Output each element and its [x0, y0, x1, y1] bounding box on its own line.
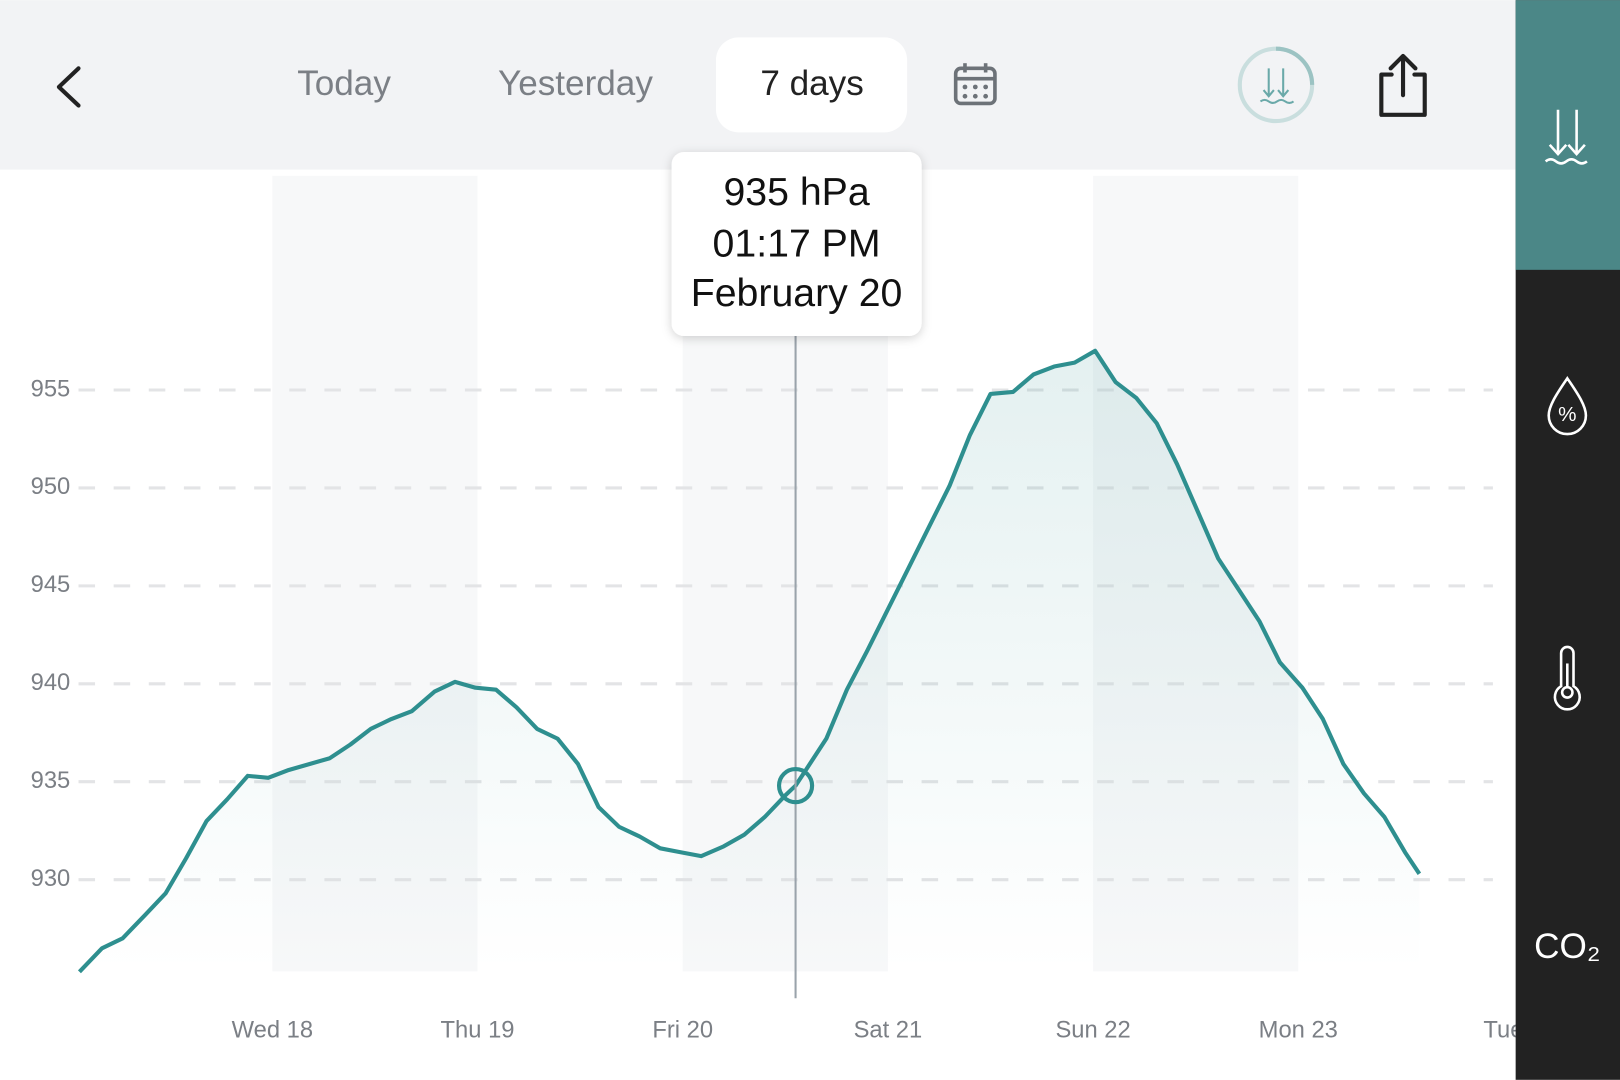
x-tick-label: Thu 19 [441, 1017, 515, 1044]
humidity-icon-label: % [1558, 403, 1576, 426]
tab-active-pill[interactable] [715, 37, 908, 133]
tooltip-date: February 20 [691, 271, 903, 315]
tooltip-value: 935 hPa [723, 170, 869, 214]
y-tick-label: 930 [31, 865, 71, 892]
sync-indicator[interactable] [1237, 46, 1315, 124]
y-tick-label: 945 [31, 571, 71, 598]
share-button[interactable] [1379, 53, 1427, 117]
pressure-icon [1544, 109, 1588, 165]
y-tick-label: 935 [31, 767, 71, 794]
plot: 930 935 940 945 950 955 Wed 18 Thu 19 Fri 20 Sat … [31, 335, 1523, 1044]
co2-tab[interactable]: CO₂ [1534, 927, 1600, 966]
temperature-icon[interactable] [1553, 645, 1581, 711]
x-tick-label: Sun 22 [1055, 1017, 1130, 1044]
y-tick-label: 950 [31, 473, 71, 500]
humidity-icon[interactable] [1547, 376, 1588, 436]
calendar-button[interactable] [953, 63, 997, 106]
tab-7days[interactable]: 7 days [760, 64, 863, 103]
back-button[interactable] [56, 66, 81, 108]
pressure-line [77, 348, 1422, 974]
tooltip-time: 01:17 PM [713, 221, 881, 265]
sidebar-pressure-active[interactable] [1515, 0, 1620, 270]
y-tick-label: 940 [31, 669, 71, 696]
cursor-point [776, 767, 815, 805]
tooltip-box [671, 152, 922, 336]
x-tick-label: Wed 18 [232, 1017, 313, 1044]
x-tick-label: Mon 23 [1259, 1017, 1338, 1044]
area-fill [79, 350, 1420, 972]
x-tick-label: Sat 21 [854, 1017, 923, 1044]
y-tick-label: 955 [31, 375, 71, 402]
tab-yesterday[interactable]: Yesterday [498, 64, 653, 103]
tab-today[interactable]: Today [297, 64, 391, 103]
x-tick-label: Fri 20 [652, 1017, 713, 1044]
